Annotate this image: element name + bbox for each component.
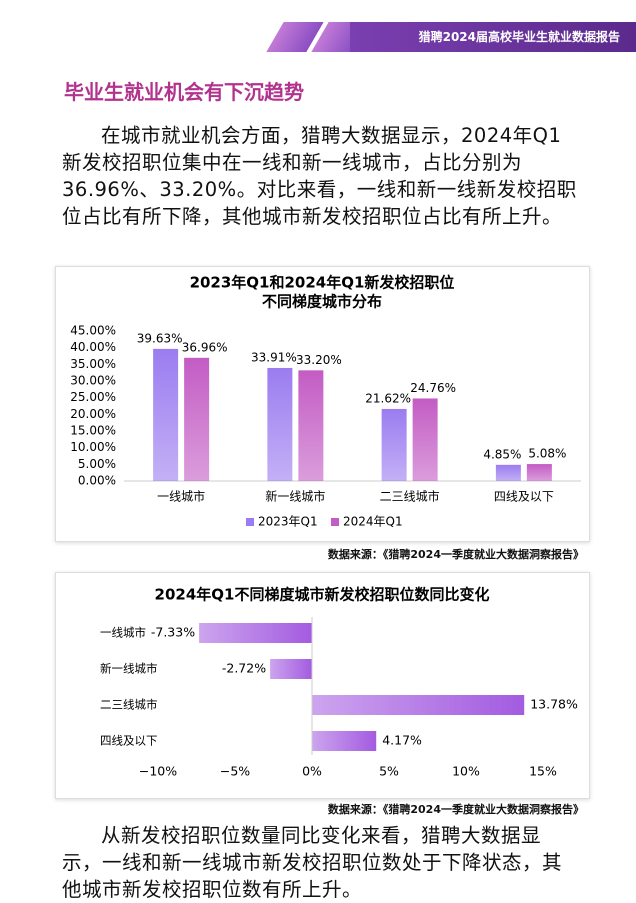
y-tick-label: 25.00% <box>70 390 116 404</box>
y-tick-label: 40.00% <box>70 340 116 354</box>
y-tick-label: 0.00% <box>78 474 116 488</box>
chart-box: 2023年Q1和2024年Q1新发校招职位 不同梯度城市分布 0.00% 5.00% 1… <box>55 266 590 542</box>
legend-swatch <box>331 518 339 526</box>
x-tick-label: 新一线城市 <box>265 489 325 504</box>
chart-title: 不同梯度城市分布 <box>262 293 382 311</box>
y-tick-label: 20.00% <box>70 407 116 421</box>
value-label: 21.62% <box>365 391 411 405</box>
legend-label: 2024年Q1 <box>343 515 403 529</box>
x-tick-label: 二三线城市 <box>380 489 440 504</box>
y-tick-label: 45.00% <box>70 324 116 338</box>
legend-swatch <box>246 518 254 526</box>
value-label: 4.85% <box>483 447 521 461</box>
y-tick-label: 10.00% <box>70 440 116 454</box>
bar <box>312 695 525 715</box>
y-tick-label: 四线及以下 <box>100 734 158 748</box>
source-note: 数据来源：《猎聘2024一季度就业大数据洞察报告》 <box>327 803 584 816</box>
paragraph: 在城市就业机会方面，猎聘大数据显示，2024年Q1新发校招职位集中在一线和新一线… <box>62 124 577 228</box>
chart-title: 2023年Q1和2024年Q1新发校招职位 <box>190 274 455 292</box>
chart-box: 2024年Q1不同梯度城市新发校招职位数同比变化 −10% −5% 0% 5% 10% 15… <box>55 572 590 799</box>
header-banner: 猎聘2024届高校毕业生就业数据报告 <box>350 22 636 52</box>
x-tick-label: 一线城市 <box>157 489 205 504</box>
value-label: -2.72% <box>222 661 266 676</box>
value-label: 33.91% <box>251 350 297 364</box>
x-tick-label: 15% <box>529 764 557 779</box>
y-tick-label: 二三线城市 <box>100 698 158 712</box>
bar <box>381 408 407 481</box>
value-label: 4.17% <box>382 733 422 748</box>
x-tick-label: 0% <box>302 764 322 779</box>
bar <box>412 398 438 481</box>
bar <box>298 370 324 481</box>
y-tick-label: 35.00% <box>70 357 116 371</box>
bar <box>153 348 179 481</box>
value-label: 5.08% <box>528 447 566 461</box>
value-label: 39.63% <box>137 331 183 345</box>
value-label: 24.76% <box>410 381 456 395</box>
paragraph: 从新发校招职位数量同比变化来看，猎聘大数据显示，一线和新一线城市新发校招职位数处… <box>62 824 563 901</box>
bar <box>312 731 377 751</box>
bar <box>267 367 293 481</box>
section-title: 毕业生就业机会有下沉趋势 <box>64 80 304 104</box>
chart-title: 2024年Q1不同梯度城市新发校招职位数同比变化 <box>155 586 490 604</box>
y-tick-label: 一线城市 <box>100 626 146 640</box>
value-label: 36.96% <box>182 340 228 354</box>
source-note: 数据来源：《猎聘2024一季度就业大数据洞察报告》 <box>327 548 584 561</box>
value-label: -7.33% <box>151 625 195 640</box>
x-tick-label: −10% <box>139 764 177 779</box>
y-tick-label: 30.00% <box>70 374 116 388</box>
y-tick-label: 15.00% <box>70 424 116 438</box>
bar <box>270 659 312 679</box>
x-tick-label: −5% <box>220 764 250 779</box>
bar <box>526 464 552 481</box>
bar <box>495 464 521 481</box>
value-label: 33.20% <box>296 353 342 367</box>
chart: 2024年Q1不同梯度城市新发校招职位数同比变化 −10% −5% 0% 5% 10% 15… <box>100 586 578 779</box>
legend-label: 2023年Q1 <box>258 515 318 529</box>
bar <box>184 357 210 481</box>
x-tick-label: 5% <box>379 764 399 779</box>
value-label: 13.78% <box>530 697 578 712</box>
x-tick-label: 四线及以下 <box>494 490 554 504</box>
y-tick-label: 新一线城市 <box>100 662 158 676</box>
y-tick-label: 5.00% <box>78 457 116 471</box>
bar <box>199 623 312 643</box>
x-tick-label: 10% <box>452 764 480 779</box>
